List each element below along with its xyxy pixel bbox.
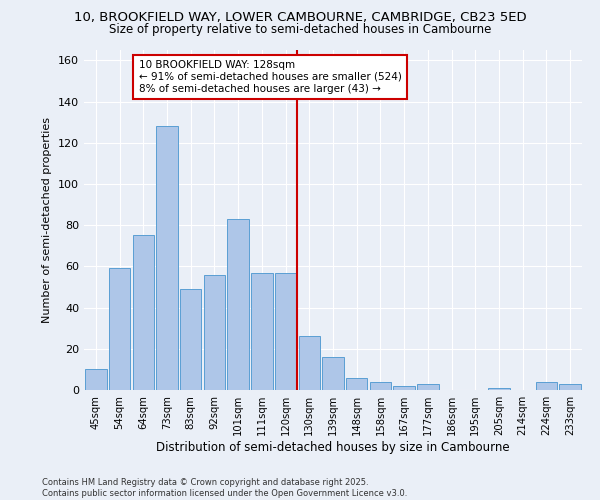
Text: Contains HM Land Registry data © Crown copyright and database right 2025.
Contai: Contains HM Land Registry data © Crown c… <box>42 478 407 498</box>
Text: Size of property relative to semi-detached houses in Cambourne: Size of property relative to semi-detach… <box>109 22 491 36</box>
Bar <box>417 384 439 390</box>
Bar <box>180 289 202 390</box>
Y-axis label: Number of semi-detached properties: Number of semi-detached properties <box>43 117 52 323</box>
Text: 10 BROOKFIELD WAY: 128sqm
← 91% of semi-detached houses are smaller (524)
8% of : 10 BROOKFIELD WAY: 128sqm ← 91% of semi-… <box>139 60 401 94</box>
Bar <box>559 384 581 390</box>
X-axis label: Distribution of semi-detached houses by size in Cambourne: Distribution of semi-detached houses by … <box>156 441 510 454</box>
Bar <box>346 378 367 390</box>
Bar <box>109 268 130 390</box>
Bar <box>157 126 178 390</box>
Bar <box>536 382 557 390</box>
Text: 10, BROOKFIELD WAY, LOWER CAMBOURNE, CAMBRIDGE, CB23 5ED: 10, BROOKFIELD WAY, LOWER CAMBOURNE, CAM… <box>74 11 526 24</box>
Bar <box>394 386 415 390</box>
Bar <box>133 236 154 390</box>
Bar <box>275 272 296 390</box>
Bar <box>370 382 391 390</box>
Bar <box>204 274 225 390</box>
Bar <box>299 336 320 390</box>
Bar <box>322 357 344 390</box>
Bar <box>85 370 107 390</box>
Bar <box>488 388 509 390</box>
Bar <box>251 272 272 390</box>
Bar <box>227 219 249 390</box>
